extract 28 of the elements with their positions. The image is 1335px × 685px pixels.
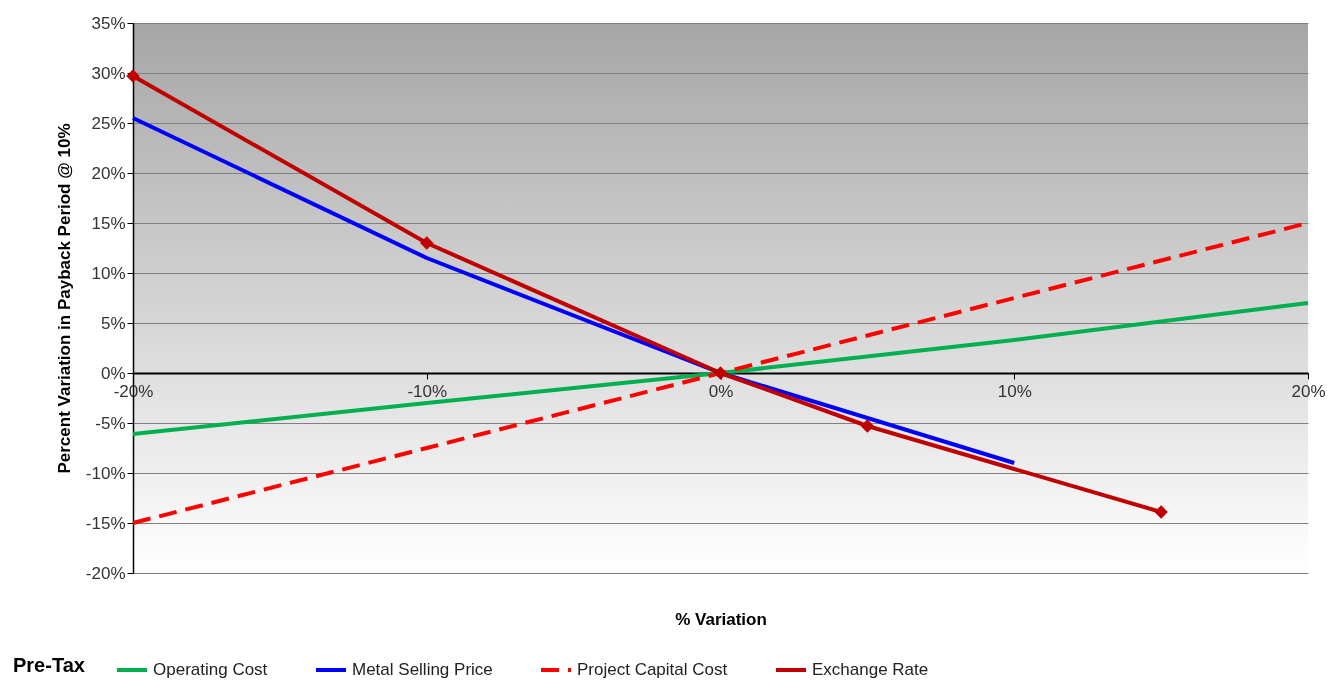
y-tick-label: -10% bbox=[85, 463, 126, 483]
x-tick-label: 0% bbox=[708, 381, 734, 401]
y-tick-label: -20% bbox=[85, 563, 126, 583]
y-tick-label: -15% bbox=[85, 513, 126, 533]
x-tick-label: 10% bbox=[997, 381, 1032, 401]
legend-label: Project Capital Cost bbox=[577, 660, 728, 679]
point bbox=[860, 419, 875, 433]
x-tick-label: -10% bbox=[407, 381, 448, 401]
point bbox=[713, 366, 728, 380]
y-tick-label: 10% bbox=[91, 263, 126, 283]
point bbox=[1154, 505, 1168, 519]
point bbox=[420, 236, 434, 250]
x-axis-title: % Variation bbox=[675, 609, 767, 629]
x-tick-label: 20% bbox=[1291, 381, 1326, 401]
legend-label: Operating Cost bbox=[153, 660, 268, 679]
legend-label: Metal Selling Price bbox=[352, 660, 493, 679]
y-tick-label: 5% bbox=[100, 313, 126, 333]
legend-title: Pre-Tax bbox=[13, 654, 85, 676]
y-axis-title: Percent Variation in Payback Period @ 10% bbox=[54, 123, 74, 474]
legend-label: Exchange Rate bbox=[812, 660, 929, 679]
y-tick-label: 15% bbox=[91, 213, 126, 233]
y-tick-label: -5% bbox=[95, 413, 126, 433]
y-tick-label: 30% bbox=[91, 63, 126, 83]
y-tick-label: 35% bbox=[91, 13, 126, 33]
point bbox=[126, 69, 140, 83]
y-tick-label: 20% bbox=[91, 163, 126, 183]
y-tick-label: 0% bbox=[100, 363, 126, 383]
y-tick-label: 25% bbox=[91, 113, 126, 133]
